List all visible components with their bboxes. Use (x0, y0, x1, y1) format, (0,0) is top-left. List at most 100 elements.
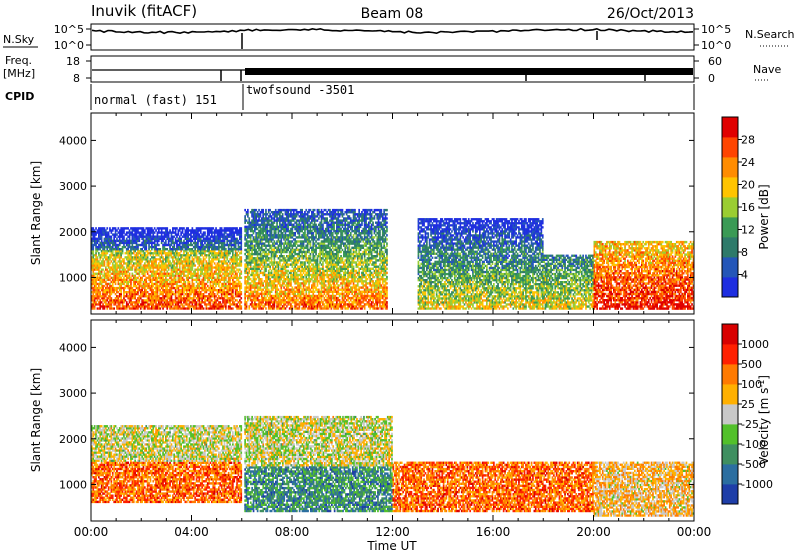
power-cell (222, 237, 224, 240)
power-cell (131, 239, 134, 243)
power-cell (229, 235, 231, 238)
power-cell (167, 266, 170, 269)
power-cell (338, 294, 341, 298)
power-cell (295, 288, 298, 291)
power-cell (185, 303, 188, 306)
power-cell (284, 278, 287, 281)
power-cell (123, 245, 125, 249)
power-cell (130, 252, 132, 255)
power-cell (91, 229, 93, 232)
power-cell (301, 278, 303, 281)
power-cell (361, 294, 363, 298)
power-cell (223, 297, 226, 300)
power-cell (225, 266, 227, 269)
power-cell (287, 269, 290, 273)
power-cell (201, 239, 203, 243)
power-cell (305, 294, 308, 298)
power-cell (118, 295, 121, 298)
power-cell (337, 303, 340, 306)
power-cell (176, 262, 178, 265)
power-cell (153, 258, 156, 261)
power-cell (137, 291, 139, 294)
power-cell (248, 292, 251, 296)
power-cell (134, 289, 136, 292)
power-cell (116, 305, 118, 308)
power-cell (213, 297, 216, 300)
power-cell (91, 248, 93, 251)
power-cell (149, 278, 152, 281)
power-cell (173, 256, 176, 259)
power-cell (263, 286, 266, 289)
power-cell (220, 284, 223, 288)
power-cell (191, 299, 194, 302)
power-cell (180, 254, 182, 257)
power-cell (117, 305, 120, 308)
power-cell (219, 229, 222, 232)
power-cell (266, 286, 269, 289)
power-cell (266, 263, 269, 266)
power-cell (240, 293, 243, 296)
power-cell (148, 252, 150, 255)
power-cell (223, 270, 226, 273)
power-cell (358, 296, 360, 300)
power-cell (287, 288, 290, 291)
power-cell (95, 258, 97, 261)
power-cell (174, 231, 177, 234)
power-cell (172, 278, 174, 281)
power-cell (99, 243, 102, 247)
power-cell (117, 231, 120, 234)
power-cell (352, 286, 355, 289)
power-cell (160, 291, 163, 294)
power-cell (160, 266, 163, 269)
power-cell (320, 299, 323, 302)
power-cell (273, 284, 276, 287)
power-cell (139, 276, 142, 279)
power-cell (232, 250, 234, 253)
power-cell (211, 227, 213, 230)
power-cell (230, 272, 233, 275)
power-cell (284, 267, 287, 270)
power-cell (237, 276, 240, 279)
power-cell (144, 235, 146, 238)
power-cell (254, 280, 256, 283)
power-cell (121, 229, 124, 232)
power-cell (199, 248, 202, 251)
power-cell (252, 275, 255, 279)
power-cell (265, 286, 267, 289)
power-cell (137, 303, 139, 306)
power-cell (347, 280, 349, 283)
power-cell (249, 265, 252, 268)
power-cell (183, 301, 185, 304)
power-cell (152, 245, 155, 249)
power-cell (96, 289, 99, 292)
power-cell (341, 292, 344, 296)
power-cell (199, 260, 202, 263)
power-cell (309, 280, 312, 283)
power-cell (281, 275, 284, 279)
power-cell (145, 248, 148, 251)
power-cell (127, 274, 129, 277)
power-cell (344, 288, 347, 291)
power-cell (191, 258, 194, 261)
power-cell (225, 274, 227, 277)
power-cell (137, 231, 139, 234)
power-cell (120, 260, 122, 263)
power-cell (113, 241, 115, 245)
power-cell (96, 241, 99, 245)
power-cell (156, 258, 159, 261)
power-cell (116, 262, 118, 265)
power-cell (111, 266, 114, 269)
power-cell (295, 263, 298, 266)
power-cell (280, 267, 283, 270)
power-cell (91, 250, 93, 253)
power-cell (110, 266, 113, 269)
power-cell (259, 282, 262, 285)
power-cell (118, 286, 121, 290)
power-cell (98, 245, 100, 249)
power-cell (113, 272, 115, 275)
power-cell (211, 250, 213, 253)
power-cell (128, 276, 131, 279)
power-cell (138, 280, 141, 284)
power-cell (105, 229, 107, 232)
power-cell (299, 273, 302, 277)
